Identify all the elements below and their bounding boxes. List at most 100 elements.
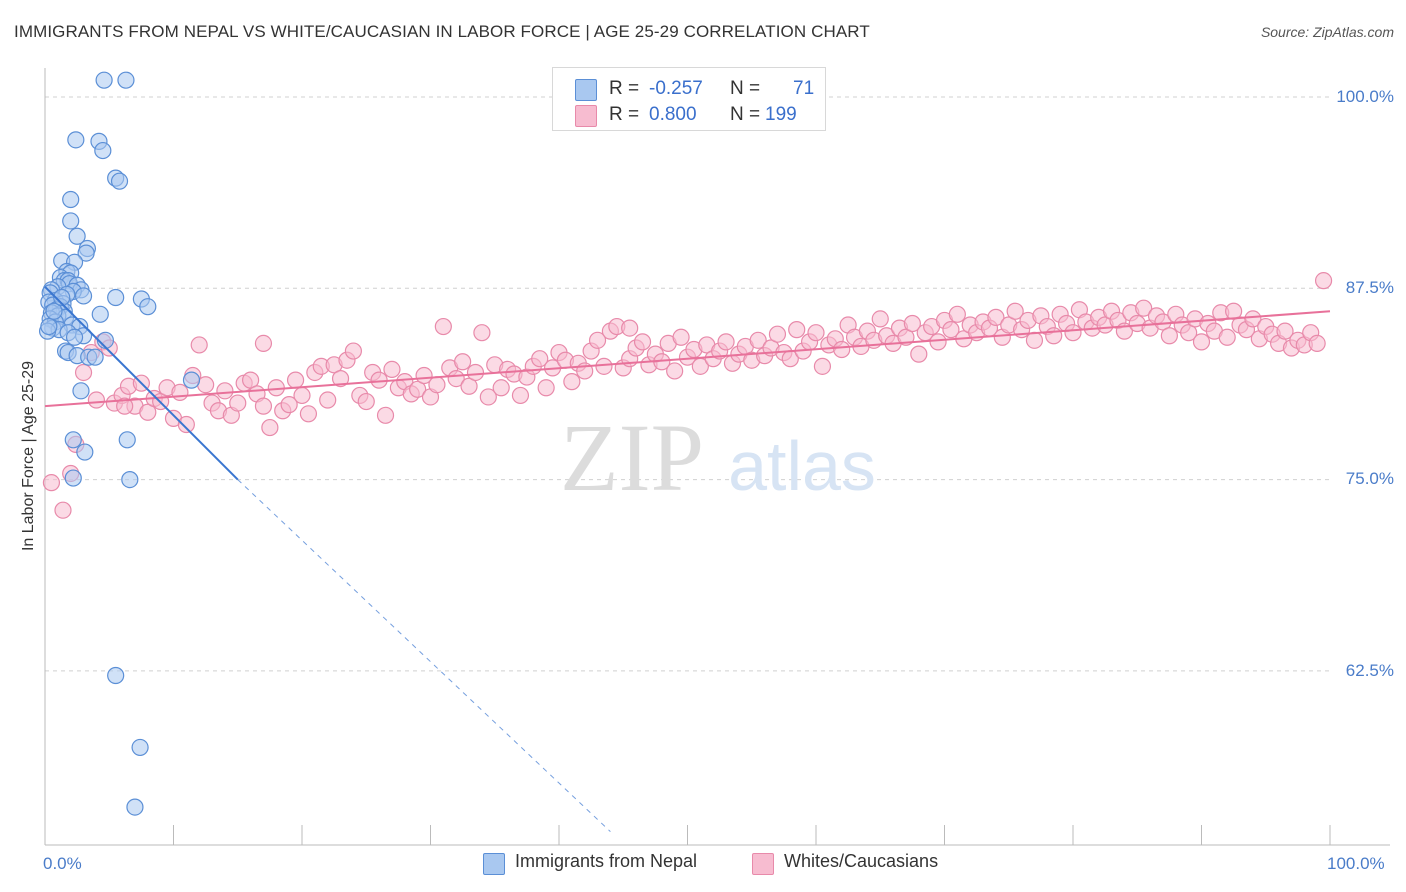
nepal-point <box>40 317 58 336</box>
white-caucasian-point <box>319 391 337 409</box>
white-caucasian-point <box>299 405 318 423</box>
white-caucasian-point <box>229 394 247 412</box>
nepal-point <box>91 305 109 323</box>
stats-legend-row-white: R = 0.800 N = 199 <box>553 102 825 128</box>
legend-nepal-swatch <box>483 853 505 875</box>
trend-lines <box>44 286 1331 832</box>
nepal-point <box>76 443 94 461</box>
watermark-atlas: atlas <box>728 427 876 505</box>
y-tick-75: 75.0% <box>1345 469 1394 488</box>
white-caucasian-point <box>1314 272 1333 290</box>
white-caucasian-point <box>788 321 806 339</box>
nepal-point <box>118 431 136 449</box>
white-caucasian-point <box>1006 302 1024 320</box>
nepal-swatch <box>575 79 597 101</box>
legend-white-label: Whites/Caucasians <box>784 851 939 871</box>
white-caucasian-point <box>595 357 613 375</box>
x-tick-0: 0.0% <box>43 854 82 873</box>
y-tick-100: 100.0% <box>1336 87 1394 106</box>
white-caucasian-point <box>254 397 273 415</box>
white-caucasian-point <box>1180 324 1198 342</box>
nepal-point <box>126 798 144 816</box>
white-caucasian-point <box>242 371 260 389</box>
blue-series-points <box>38 71 201 816</box>
white-caucasian-point <box>672 328 690 346</box>
nepal-point <box>62 190 80 209</box>
stats-legend-row-nepal: R = -0.257 N = 71 <box>553 76 825 102</box>
white-caucasian-point <box>987 308 1005 326</box>
white-caucasian-point <box>948 305 966 323</box>
y-tick-62-5: 62.5% <box>1345 661 1394 680</box>
white-caucasian-point <box>1218 328 1236 346</box>
nepal-point <box>139 298 157 316</box>
nepal-trend-extension <box>237 479 611 832</box>
white-caucasian-point <box>929 333 947 351</box>
source-label: Source: ZipAtlas.com <box>1260 24 1394 40</box>
white-caucasian-point <box>286 371 305 389</box>
white-caucasian-point <box>466 363 485 382</box>
nepal-trend-line <box>44 286 239 481</box>
white-caucasian-point <box>293 386 311 405</box>
white-caucasian-point <box>621 319 639 337</box>
nepal-point <box>53 288 71 307</box>
nepal-point <box>86 348 104 366</box>
white-caucasian-point <box>511 386 530 405</box>
pink-series-points <box>42 272 1333 519</box>
white-caucasian-point <box>1135 299 1153 317</box>
white-caucasian-point <box>633 333 652 351</box>
white-caucasian-point <box>479 388 497 406</box>
chart-title: IMMIGRANTS FROM NEPAL VS WHITE/CAUCASIAN… <box>14 22 870 41</box>
white-caucasian-point <box>1154 313 1172 331</box>
white-caucasian-point <box>871 310 889 328</box>
white-caucasian-point <box>1045 327 1063 345</box>
r-label: R = <box>609 104 640 125</box>
nepal-point <box>110 172 129 190</box>
n-label: N = <box>730 78 761 99</box>
y-tick-87-5: 87.5% <box>1345 278 1394 297</box>
white-swatch <box>575 105 597 127</box>
nepal-point <box>131 738 149 757</box>
r-label: R = <box>609 78 640 99</box>
white-caucasian-point <box>376 406 395 424</box>
nepal-point <box>62 212 80 230</box>
nepal-point <box>182 371 201 389</box>
white-caucasian-point <box>666 362 684 380</box>
white-caucasian-point <box>833 340 851 359</box>
white-caucasian-point <box>717 333 735 351</box>
r-value: 0.800 <box>649 104 697 125</box>
white-caucasian-point <box>749 331 767 349</box>
nepal-point <box>65 328 84 346</box>
nepal-point <box>94 141 112 160</box>
white-caucasian-point <box>537 379 555 397</box>
nepal-point <box>107 288 125 307</box>
white-caucasian-point <box>1160 327 1178 345</box>
white-caucasian-point <box>54 501 72 519</box>
white-caucasian-point <box>1192 333 1211 351</box>
white-caucasian-point <box>768 325 787 343</box>
nepal-point <box>72 382 90 400</box>
nepal-point <box>121 471 139 489</box>
nepal-point <box>45 302 63 320</box>
axes <box>44 68 1390 846</box>
white-caucasian-point <box>177 415 195 434</box>
white-caucasian-point <box>261 418 279 437</box>
white-trend-line <box>44 310 1331 408</box>
white-caucasian-point <box>813 357 832 375</box>
white-caucasian-point <box>87 391 106 409</box>
r-value: -0.257 <box>649 78 703 99</box>
y-axis-label: In Labor Force | Age 25-29 <box>20 360 37 552</box>
white-caucasian-point <box>409 380 427 398</box>
white-caucasian-point <box>807 324 825 342</box>
nepal-point <box>95 71 113 89</box>
white-caucasian-point <box>42 474 61 492</box>
white-caucasian-point <box>1308 334 1326 352</box>
white-caucasian-point <box>531 350 549 368</box>
legend-white-swatch <box>752 853 774 875</box>
white-caucasian-point <box>588 331 607 349</box>
white-caucasian-point <box>344 342 362 360</box>
white-caucasian-point <box>216 382 234 400</box>
watermark-zip: ZIP <box>560 404 704 511</box>
nepal-point <box>107 666 125 685</box>
white-caucasian-point <box>1276 322 1294 340</box>
